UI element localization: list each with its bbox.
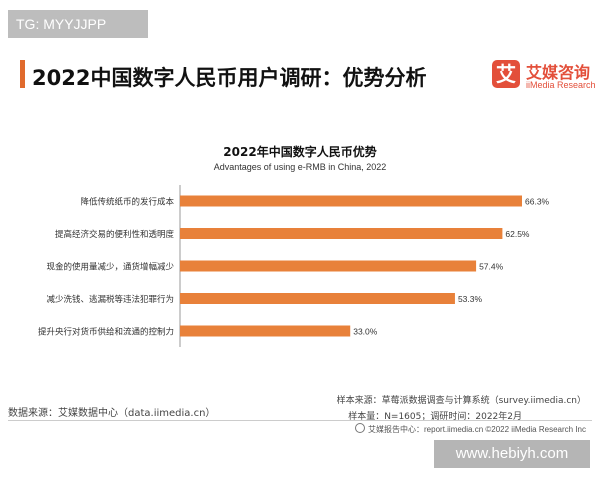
footer-divider (8, 420, 592, 421)
category-label: 现金的使用量减少，通货增幅减少 (46, 262, 174, 273)
footer-text: 艾媒报告中心：report.iimedia.cn ©2022 iiMedia R… (368, 425, 586, 434)
value-label: 62.5% (505, 229, 530, 239)
watermark-top: TG: MYYJJPP (8, 10, 148, 38)
chart-subtitle: Advantages of using e-RMB in China, 2022 (213, 162, 387, 172)
bar (180, 195, 522, 207)
data-source: 数据来源：艾媒数据中心（data.iimedia.cn） (8, 408, 216, 419)
chart-title: 2022年中国数字人民币优势 (223, 145, 377, 159)
bar (180, 228, 503, 239)
logo-text-en: iiMedia Research (526, 80, 596, 90)
value-label: 66.3% (525, 197, 550, 207)
sample-size: 样本量：N=1605；调研时间：2022年2月 (348, 412, 522, 422)
value-label: 53.3% (458, 294, 483, 304)
sample-source: 样本来源：草莓派数据调查与计算系统（survey.iimedia.cn） (336, 396, 586, 406)
report-center-icon (355, 423, 366, 433)
value-label: 57.4% (479, 262, 504, 272)
category-label: 提升央行对货币供给和流通的控制力 (38, 327, 174, 338)
bar (180, 293, 455, 304)
bar (180, 260, 477, 272)
watermark-bottom: www.hebiyh.com (434, 440, 590, 468)
category-label: 降低传统纸币的发行成本 (80, 197, 174, 208)
page-title: 2022中国数字人民币用户调研：优势分析 (32, 66, 427, 90)
value-label: 33.0% (353, 327, 378, 337)
footer-copyright: 艾媒报告中心：report.iimedia.cn ©2022 iiMedia R… (355, 423, 586, 435)
title-accent-bar (20, 60, 25, 88)
bar (180, 325, 351, 337)
logo-icon: 艾 (492, 60, 520, 88)
category-label: 提高经济交易的便利性和透明度 (55, 229, 175, 240)
category-label: 减少洗钱、逃漏税等违法犯罪行为 (46, 294, 174, 305)
logo-text-cn: 艾媒咨询 (526, 63, 591, 82)
